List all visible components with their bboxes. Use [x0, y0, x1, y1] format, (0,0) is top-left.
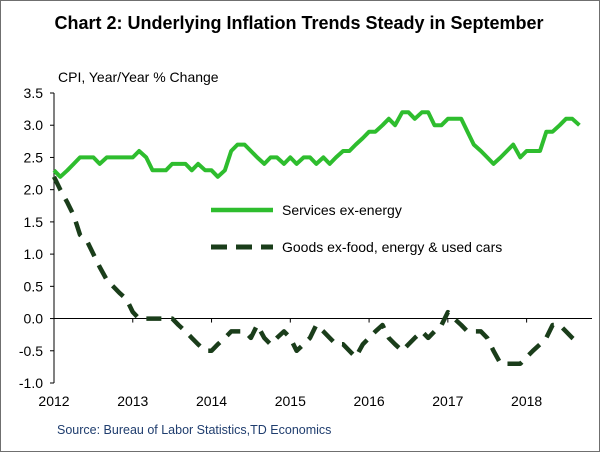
y-tick-label: 0.0 — [24, 311, 44, 327]
y-tick-label: 2.0 — [24, 182, 44, 198]
y-tick-label: 1.5 — [24, 214, 44, 230]
x-tick-label: 2012 — [38, 393, 69, 409]
x-tick-label: 2016 — [354, 393, 385, 409]
x-tick-label: 2018 — [511, 393, 542, 409]
y-tick-label: 3.0 — [24, 117, 44, 133]
series-line-services-ex-energy — [52, 110, 581, 179]
y-tick-label: -1.0 — [19, 375, 43, 391]
x-tick-label: 2015 — [275, 393, 306, 409]
x-tick-label: 2013 — [117, 393, 148, 409]
x-tick-label: 2017 — [432, 393, 463, 409]
y-tick-label: 2.5 — [24, 149, 44, 165]
x-tick-label: 2014 — [196, 393, 227, 409]
y-axis-label: CPI, Year/Year % Change — [58, 69, 219, 85]
y-tick-label: -0.5 — [19, 343, 43, 359]
chart-title: Chart 2: Underlying Inflation Trends Ste… — [54, 13, 544, 33]
legend-label: Services ex-energy — [282, 202, 402, 218]
y-tick-label: 3.5 — [24, 85, 44, 101]
y-tick-label: 1.0 — [24, 246, 44, 262]
source-note: Source: Bureau of Labor Statistics,TD Ec… — [57, 423, 332, 437]
legend-label: Goods ex-food, energy & used cars — [282, 239, 502, 255]
y-tick-label: 0.5 — [24, 278, 44, 294]
